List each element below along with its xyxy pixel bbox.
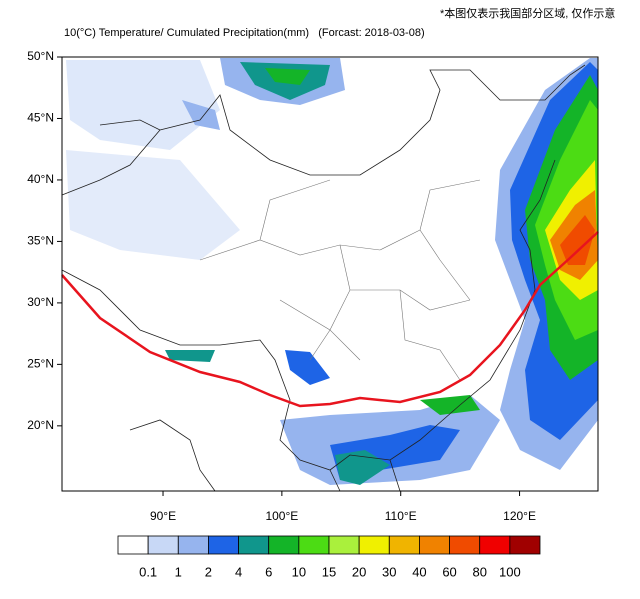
- colorbar-box: [449, 535, 481, 555]
- colorbar-box: [328, 535, 360, 555]
- y-tick-label: 50°N: [27, 49, 54, 63]
- colorbar-box: [479, 535, 511, 555]
- x-tick-label: 120°E: [503, 509, 536, 523]
- chart-title: 10(°C) Temperature/ Cumulated Precipitat…: [64, 27, 425, 39]
- colorbar-label: 100: [499, 564, 521, 579]
- colorbar-box: [419, 535, 450, 555]
- colorbar-box: [509, 535, 541, 555]
- isotherm-10c: [61, 231, 599, 408]
- colorbar-label: 60: [442, 564, 456, 579]
- y-tick-label: 35°N: [27, 234, 54, 248]
- colorbar-box: [238, 535, 270, 555]
- colorbar-label: 20: [352, 564, 366, 579]
- colorbar-box: [117, 535, 149, 555]
- colorbar-label: 15: [322, 564, 336, 579]
- colorbar-label: 10: [292, 564, 306, 579]
- colorbar-box: [358, 535, 390, 555]
- map-frame: [61, 56, 599, 492]
- y-tick-label: 25°N: [27, 357, 54, 371]
- province-borders: [199, 179, 481, 381]
- colorbar-label: 40: [412, 564, 426, 579]
- colorbar-box: [177, 535, 209, 555]
- colorbar-box: [388, 535, 420, 555]
- y-tick-label: 30°N: [27, 295, 54, 309]
- colorbar-label: 1: [175, 564, 182, 579]
- colorbar-box: [298, 535, 330, 555]
- disclaimer: *本图仅表示我国部分区域, 仅作示意: [440, 6, 615, 20]
- x-tick-label: 100°E: [265, 509, 298, 523]
- borders: [61, 64, 586, 492]
- colorbar-label: 4: [235, 564, 242, 579]
- x-tick-label: 110°E: [385, 509, 417, 523]
- x-tick-label: 90°E: [150, 509, 176, 523]
- y-tick-label: 45°N: [27, 111, 54, 125]
- colorbar-box: [147, 535, 179, 555]
- colorbar-label: 30: [382, 564, 396, 579]
- colorbar-label: 80: [472, 564, 486, 579]
- colorbar-label: 6: [265, 564, 272, 579]
- colorbar-label: 0.1: [139, 564, 157, 579]
- colorbar-box: [208, 535, 239, 555]
- colorbar-box: [268, 535, 300, 555]
- y-tick-label: 40°N: [27, 172, 54, 186]
- precipitation-field: [66, 58, 598, 485]
- y-tick-label: 20°N: [27, 418, 54, 432]
- colorbar-label: 2: [205, 564, 212, 579]
